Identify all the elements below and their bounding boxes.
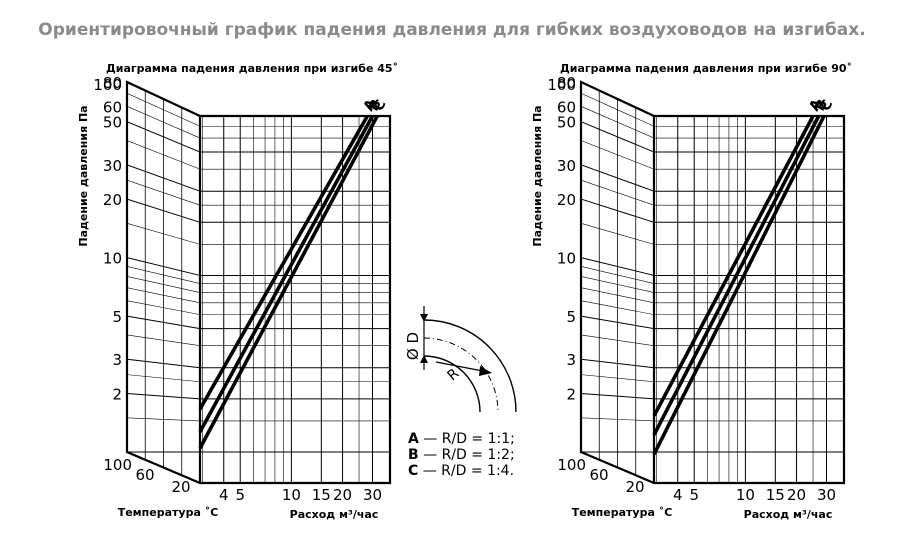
y-tick-label: 10 bbox=[103, 250, 122, 268]
y-tick-label: 30 bbox=[103, 157, 122, 175]
y-tick-label: 60 bbox=[103, 98, 122, 116]
y-tick-label: 80 bbox=[557, 74, 576, 92]
bend-centerline bbox=[423, 337, 499, 413]
legend-item-c: C — R/D = 1:4. bbox=[408, 463, 514, 479]
x-tick-label: 4 bbox=[673, 486, 683, 504]
y-tick-label: 60 bbox=[557, 98, 576, 116]
temp-tick-label: 20 bbox=[625, 478, 644, 496]
d-letter: D bbox=[404, 332, 422, 344]
x-tick-label: 30 bbox=[817, 486, 836, 504]
legend-letter-a: A bbox=[408, 431, 419, 447]
bend-inner-arc bbox=[423, 355, 481, 413]
series-line-a bbox=[652, 115, 815, 417]
y-tick-label: 5 bbox=[112, 308, 122, 326]
y-tick-label: 30 bbox=[557, 157, 576, 175]
temp-tick-label: 20 bbox=[171, 478, 190, 496]
x-axis-label: Расход м³/час bbox=[744, 508, 833, 521]
d-arrow-top bbox=[420, 314, 428, 322]
x-tick-label: 10 bbox=[736, 486, 755, 504]
temp-tick-label: 100 bbox=[557, 456, 586, 474]
x-tick-label: 5 bbox=[689, 486, 699, 504]
legend-letter-c: C bbox=[408, 463, 418, 479]
temp-tick-label: 60 bbox=[135, 466, 154, 484]
y-tick-label: 20 bbox=[103, 191, 122, 209]
y-tick-label: 3 bbox=[566, 351, 576, 369]
y-tick-label: 2 bbox=[566, 385, 576, 403]
temp-axis-label: Температура ˚С bbox=[118, 506, 219, 519]
bend-diagram: Ø D R bbox=[404, 306, 517, 413]
legend-text-b: — R/D = 1:2; bbox=[419, 447, 515, 463]
d-arrow-bottom bbox=[420, 355, 428, 363]
temp-tick-label: 60 bbox=[589, 466, 608, 484]
chart-title: Диаграмма падения давления при изгибе 90… bbox=[560, 62, 852, 75]
x-tick-label: 5 bbox=[235, 486, 245, 504]
legend-letter-b: B bbox=[408, 447, 419, 463]
x-tick-label: 20 bbox=[787, 486, 806, 504]
x-tick-label: 10 bbox=[282, 486, 301, 504]
y-axis-label: Падение давления Па bbox=[531, 105, 544, 246]
r-arrow bbox=[479, 366, 492, 376]
x-tick-label: 30 bbox=[363, 486, 382, 504]
page-title: Ориентировочный график падения давления … bbox=[38, 20, 866, 40]
series-line-b bbox=[652, 115, 821, 436]
series-line-c bbox=[198, 115, 379, 450]
series-line-b bbox=[198, 115, 375, 433]
y-tick-label: 2 bbox=[112, 385, 122, 403]
y-axis-label: Падение давления Па bbox=[77, 105, 90, 246]
d-label: Ø D bbox=[404, 332, 422, 360]
y-tick-label: 80 bbox=[103, 74, 122, 92]
legend: A — R/D = 1:1; B — R/D = 1:2; C — R/D = … bbox=[408, 431, 515, 479]
y-tick-label: 20 bbox=[557, 191, 576, 209]
x-tick-label: 4 bbox=[219, 486, 229, 504]
y-tick-label: 50 bbox=[557, 114, 576, 132]
legend-item-a: A — R/D = 1:1; bbox=[408, 431, 515, 447]
y-tick-label: 100 bbox=[547, 76, 576, 94]
x-tick-label: 15 bbox=[766, 486, 785, 504]
y-tick-label: 50 bbox=[103, 114, 122, 132]
y-tick-label: 3 bbox=[112, 351, 122, 369]
temp-tick-label: 100 bbox=[103, 456, 132, 474]
x-axis-label: Расход м³/час bbox=[290, 508, 379, 521]
r-dimension-line bbox=[435, 361, 489, 373]
legend-text-c: — R/D = 1:4. bbox=[418, 463, 514, 479]
x-tick-label: 20 bbox=[333, 486, 352, 504]
series-line-c bbox=[652, 115, 826, 456]
y-tick-label: 5 bbox=[566, 308, 576, 326]
chart-title: Диаграмма падения давления при изгибе 45… bbox=[106, 62, 398, 75]
bend-outer-arc bbox=[423, 319, 517, 413]
y-tick-label: 100 bbox=[93, 76, 122, 94]
legend-text-a: — R/D = 1:1; bbox=[419, 431, 515, 447]
series-line-a bbox=[198, 115, 369, 410]
y-tick-label: 10 bbox=[557, 250, 576, 268]
temp-axis-label: Температура ˚С bbox=[572, 506, 673, 519]
diameter-symbol: Ø bbox=[404, 348, 422, 360]
legend-item-b: B — R/D = 1:2; bbox=[408, 447, 515, 463]
x-tick-label: 15 bbox=[312, 486, 331, 504]
